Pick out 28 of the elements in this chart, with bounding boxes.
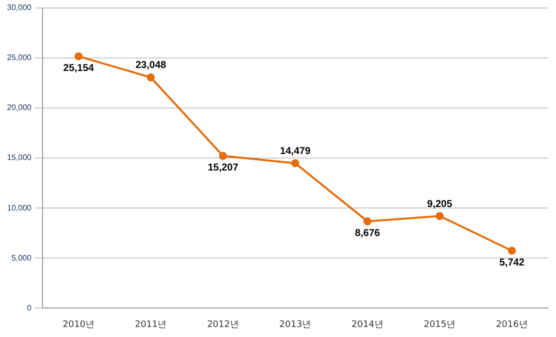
x-tick-label: 2016년 <box>496 320 528 330</box>
point <box>436 212 444 220</box>
data-label: 15,207 <box>208 162 239 174</box>
point <box>508 246 516 255</box>
y-tick-label: 25,000 <box>7 53 32 62</box>
point <box>291 159 300 168</box>
x-tick-label: 2012년 <box>207 320 239 330</box>
data-label: 23,048 <box>136 60 167 72</box>
y-tick-label: 5,000 <box>11 253 32 262</box>
data-label: 25,154 <box>63 63 94 74</box>
point <box>74 52 83 60</box>
data-label: 14,479 <box>280 146 311 157</box>
data-label: 8,676 <box>354 228 380 240</box>
data-label: 9,205 <box>427 198 453 210</box>
x-tick-label: 2014년 <box>352 320 384 330</box>
data-label: 5,742 <box>499 257 525 268</box>
x-tick-label: 2013년 <box>279 320 312 330</box>
y-tick-label: 20,000 <box>7 103 32 112</box>
y-tick-label: 10,000 <box>7 203 32 212</box>
x-tick-label: 2015년 <box>424 320 456 330</box>
point <box>219 152 228 160</box>
y-tick-label: 30,000 <box>7 3 32 12</box>
y-tick-label: 0 <box>27 303 32 312</box>
point <box>363 217 372 226</box>
x-tick-label: 2010년 <box>62 320 95 330</box>
point <box>146 73 155 82</box>
y-tick-label: 15,000 <box>7 153 32 162</box>
x-tick-label: 2011년 <box>134 320 167 330</box>
